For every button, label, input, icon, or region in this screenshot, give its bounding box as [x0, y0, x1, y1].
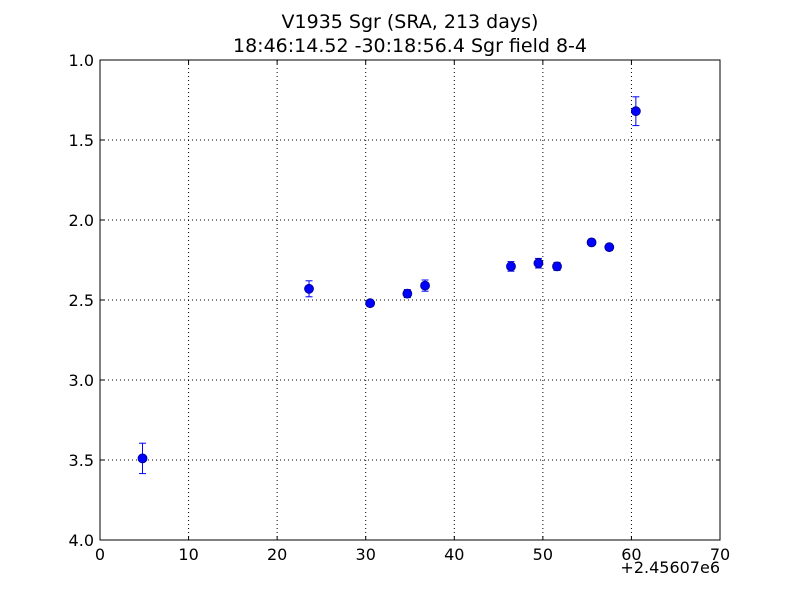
y-tick-label: 3.5 [69, 451, 94, 470]
data-point [365, 298, 376, 309]
y-tick-label: 1.5 [69, 131, 94, 150]
data-point [506, 261, 516, 272]
data-marker [506, 261, 516, 272]
x-tick-label: 0 [95, 545, 105, 564]
data-point [402, 288, 413, 299]
x-tick-label: 30 [356, 545, 376, 564]
data-marker [630, 106, 641, 117]
data-marker [137, 453, 148, 464]
data-point [420, 279, 430, 292]
data-point [630, 96, 641, 127]
data-marker [365, 298, 376, 309]
y-tick-label: 3.0 [69, 371, 94, 390]
grid-lines [100, 60, 720, 540]
x-tick-label: 20 [267, 545, 287, 564]
data-marker [304, 283, 314, 294]
data-marker [533, 258, 544, 269]
x-tick-label: 10 [178, 545, 198, 564]
y-tick-label: 2.0 [69, 211, 94, 230]
data-points [137, 96, 641, 475]
y-tick-label: 2.5 [69, 291, 94, 310]
y-tick-label: 1.0 [69, 51, 94, 70]
chart-title: V1935 Sgr (SRA, 213 days) [281, 11, 539, 33]
data-marker [402, 288, 413, 299]
chart-subtitle: 18:46:14.52 -30:18:56.4 Sgr field 8-4 [233, 35, 587, 57]
data-point [552, 261, 562, 272]
data-marker [420, 280, 430, 291]
data-point [586, 237, 597, 248]
x-tick-label: 50 [533, 545, 553, 564]
data-point [533, 257, 544, 269]
plot-frame [99, 59, 721, 541]
x-axis-offset-label: +2.45607e6 [620, 558, 720, 577]
data-point [304, 280, 314, 298]
axes: 0 10 20 30 40 50 60 70 1.0 1.5 2.0 2.5 3.0 3.5 4.0 [69, 51, 731, 564]
x-tick-label: 70 [710, 545, 730, 564]
x-tick-label: 40 [444, 545, 464, 564]
data-marker [586, 237, 597, 248]
y-tick-label: 4.0 [69, 531, 94, 550]
data-point [137, 442, 148, 475]
data-marker [552, 261, 562, 272]
data-marker [604, 242, 615, 253]
data-point [604, 242, 615, 253]
x-tick-label: 60 [621, 545, 641, 564]
